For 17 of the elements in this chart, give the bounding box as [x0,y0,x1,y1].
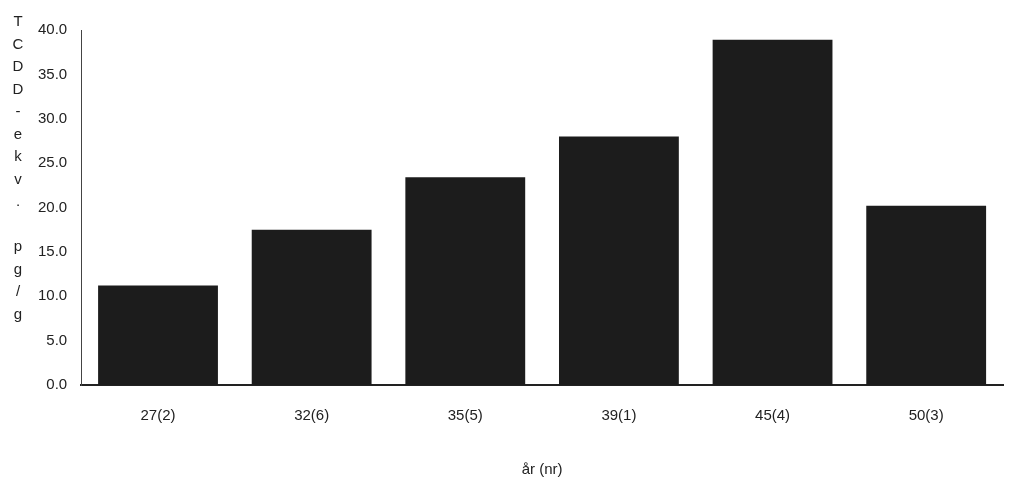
y-tick-label: 5.0 [46,330,68,348]
y-tick-label: 30.0 [37,108,68,126]
y-tick-label: 15.0 [37,242,68,260]
y-tick-label: 40.0 [37,20,68,38]
x-tick-label: 45(4) [755,406,791,424]
x-tick-label: 32(6) [294,406,330,424]
x-tick-label: 39(1) [601,406,637,424]
x-tick-label: 27(2) [140,406,176,424]
x-axis-title: år (nr) [521,460,563,478]
y-tick-label: 0.0 [46,375,68,393]
x-tick-label: 35(5) [447,406,483,424]
y-tick-label: 25.0 [37,153,68,171]
y-tick-label: 10.0 [37,286,68,304]
x-tick-label: 50(3) [908,406,944,424]
y-tick-label: 20.0 [37,197,68,215]
text: TCDD-ekv. pg/g [12,12,24,322]
y-tick-label: 35.0 [37,64,68,82]
